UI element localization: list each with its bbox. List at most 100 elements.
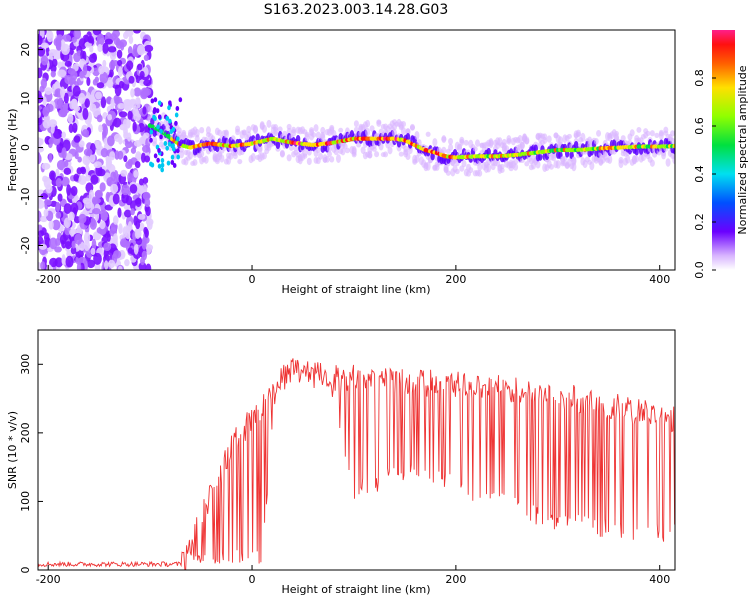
- spectrogram-halo-blob: [199, 126, 205, 134]
- spectrogram-noise-blob: [88, 53, 97, 63]
- spectrogram-halo-blob: [376, 120, 382, 127]
- spectrogram-noise-blob: [71, 98, 78, 109]
- spectrogram-noise-blob: [70, 185, 78, 197]
- spectrogram-noise-blob: [66, 249, 73, 258]
- spectrogram-noise-blob: [109, 151, 116, 161]
- spectrogram-halo-blob: [519, 141, 525, 149]
- spectrogram-onset-blob: [156, 124, 160, 130]
- spectrogram-noise-blob: [77, 156, 82, 163]
- spectrogram-noise-blob: [89, 103, 97, 112]
- spectrogram-noise-blob: [43, 208, 49, 217]
- spectrogram-noise-blob: [99, 71, 109, 84]
- spectrogram-halo-blob: [620, 135, 626, 142]
- spectrogram-noise-blob: [112, 117, 122, 128]
- spectrogram-noise-blob: [46, 30, 54, 43]
- spectrogram-noise-blob: [109, 60, 116, 71]
- spectrogram-noise-blob: [104, 38, 113, 45]
- spectrogram-noise-blob: [116, 49, 123, 59]
- spectrogram-noise-blob: [87, 111, 93, 123]
- spectrogram-halo-blob: [414, 154, 420, 163]
- spectrogram-noise-blob: [61, 131, 67, 139]
- spectrogram-halo-blob: [324, 155, 330, 163]
- spectrogram-noise-blob: [95, 91, 102, 100]
- spectrogram-noise-blob: [123, 98, 132, 106]
- spectrogram-noise-blob: [135, 197, 142, 208]
- spectrogram-panel: -200 0 200 400 -20 -10 0 10 20 Height of straigh…: [6, 29, 676, 296]
- spectrogram-noise-blob: [51, 219, 61, 231]
- spectrogram-halo-blob: [474, 139, 480, 147]
- spectrogram-onset-blob: [159, 134, 163, 140]
- spectrogram-halo-blob: [645, 130, 651, 137]
- spectrogram-noise-blob: [128, 75, 135, 84]
- spectrogram-x-tick-label: 200: [445, 273, 466, 286]
- colorbar-tick-label: 0.6: [693, 117, 706, 135]
- spectrogram-noise-blob: [66, 184, 72, 196]
- spectrogram-halo-blob: [353, 126, 359, 133]
- spectrogram-y-tick-label: 0: [19, 144, 32, 151]
- spectrogram-noise-blob: [49, 257, 58, 268]
- spectrogram-halo-blob: [237, 159, 243, 165]
- spectrogram-halo-blob: [672, 155, 675, 165]
- spectrogram-onset-blob: [149, 137, 153, 143]
- spectrogram-noise-blob: [44, 87, 53, 95]
- spectrogram-noise-blob: [73, 173, 80, 182]
- spectrogram-noise-blob: [120, 169, 128, 177]
- spectrogram-noise-blob: [95, 140, 102, 150]
- spectrogram-noise-blob: [126, 117, 131, 129]
- spectrogram-noise-blob: [123, 155, 128, 163]
- spectrogram-halo-blob: [461, 159, 467, 168]
- snr-y-tick-label: 200: [19, 422, 32, 443]
- spectrogram-noise-blob: [125, 229, 131, 240]
- spectrogram-halo-blob: [589, 161, 595, 171]
- chart-title: S163.2023.003.14.28.G03: [264, 2, 449, 18]
- spectrogram-noise-blob: [114, 150, 120, 160]
- spectrogram-halo-blob: [326, 144, 332, 153]
- spectrogram-noise-blob: [79, 70, 85, 79]
- spectrogram-noise-blob: [73, 30, 82, 40]
- spectrogram-halo-blob: [273, 124, 279, 132]
- spectrogram-halo-blob: [580, 132, 586, 142]
- spectrogram-halo-blob: [557, 136, 563, 146]
- spectrogram-halo-blob: [571, 156, 577, 166]
- spectrogram-noise-blob: [55, 168, 60, 179]
- spectrogram-halo-blob: [398, 151, 404, 157]
- spectrogram-noise-blob: [55, 38, 62, 50]
- spectrogram-noise-blob: [113, 250, 122, 259]
- spectrogram-onset-blob: [178, 141, 182, 147]
- colorbar-ticks: 0.0 0.2 0.4 0.6 0.8: [693, 69, 716, 279]
- spectrogram-noise-blob: [50, 123, 55, 134]
- spectrogram-noise-blob: [118, 223, 123, 235]
- spectrogram-halo-blob: [306, 157, 312, 166]
- spectrogram-onset-blob: [176, 148, 180, 154]
- spectrogram-halo-blob: [506, 137, 512, 145]
- spectrogram-halo-blob: [291, 129, 297, 137]
- spectrogram-onset-blob: [165, 115, 170, 121]
- spectrogram-halo-blob: [288, 143, 294, 151]
- colorbar-gradient: [712, 30, 735, 270]
- spectrogram-noise-blob: [83, 64, 88, 76]
- spectrogram-halo-blob: [369, 125, 375, 132]
- spectrogram-noise-blob: [48, 49, 58, 57]
- spectrogram-halo-blob: [468, 167, 474, 174]
- spectrogram-noise-blob: [143, 226, 148, 235]
- spectrogram-halo-blob: [378, 142, 384, 151]
- colorbar: 0.0 0.2 0.4 0.6 0.8 Normalized spectral ampl…: [693, 30, 749, 279]
- snr-panel: -200 0 200 400 0 100 200 300 Height of straight…: [6, 329, 676, 596]
- spectrogram-onset-blob: [171, 126, 176, 132]
- spectrogram-halo-blob: [223, 130, 229, 140]
- spectrogram-noise-blob: [55, 177, 62, 188]
- spectrogram-noise-blob: [134, 160, 141, 169]
- spectrogram-onset-blob: [159, 128, 163, 134]
- spectrogram-halo-blob: [658, 130, 664, 140]
- spectrogram-noise-blob: [103, 124, 109, 137]
- spectrogram-noise-blob: [60, 39, 66, 52]
- colorbar-tick-label: 0.2: [693, 213, 706, 231]
- spectrogram-noise-blob: [48, 219, 54, 230]
- spectrogram-halo-blob: [147, 105, 153, 113]
- spectrogram-halo-blob: [524, 136, 530, 145]
- spectrogram-noise-blob: [78, 175, 87, 186]
- spectrogram-halo-blob: [477, 169, 483, 177]
- colorbar-tick-label: 0.4: [693, 165, 706, 183]
- spectrogram-noise-blob: [58, 109, 68, 118]
- spectrogram-noise-blob: [55, 211, 62, 219]
